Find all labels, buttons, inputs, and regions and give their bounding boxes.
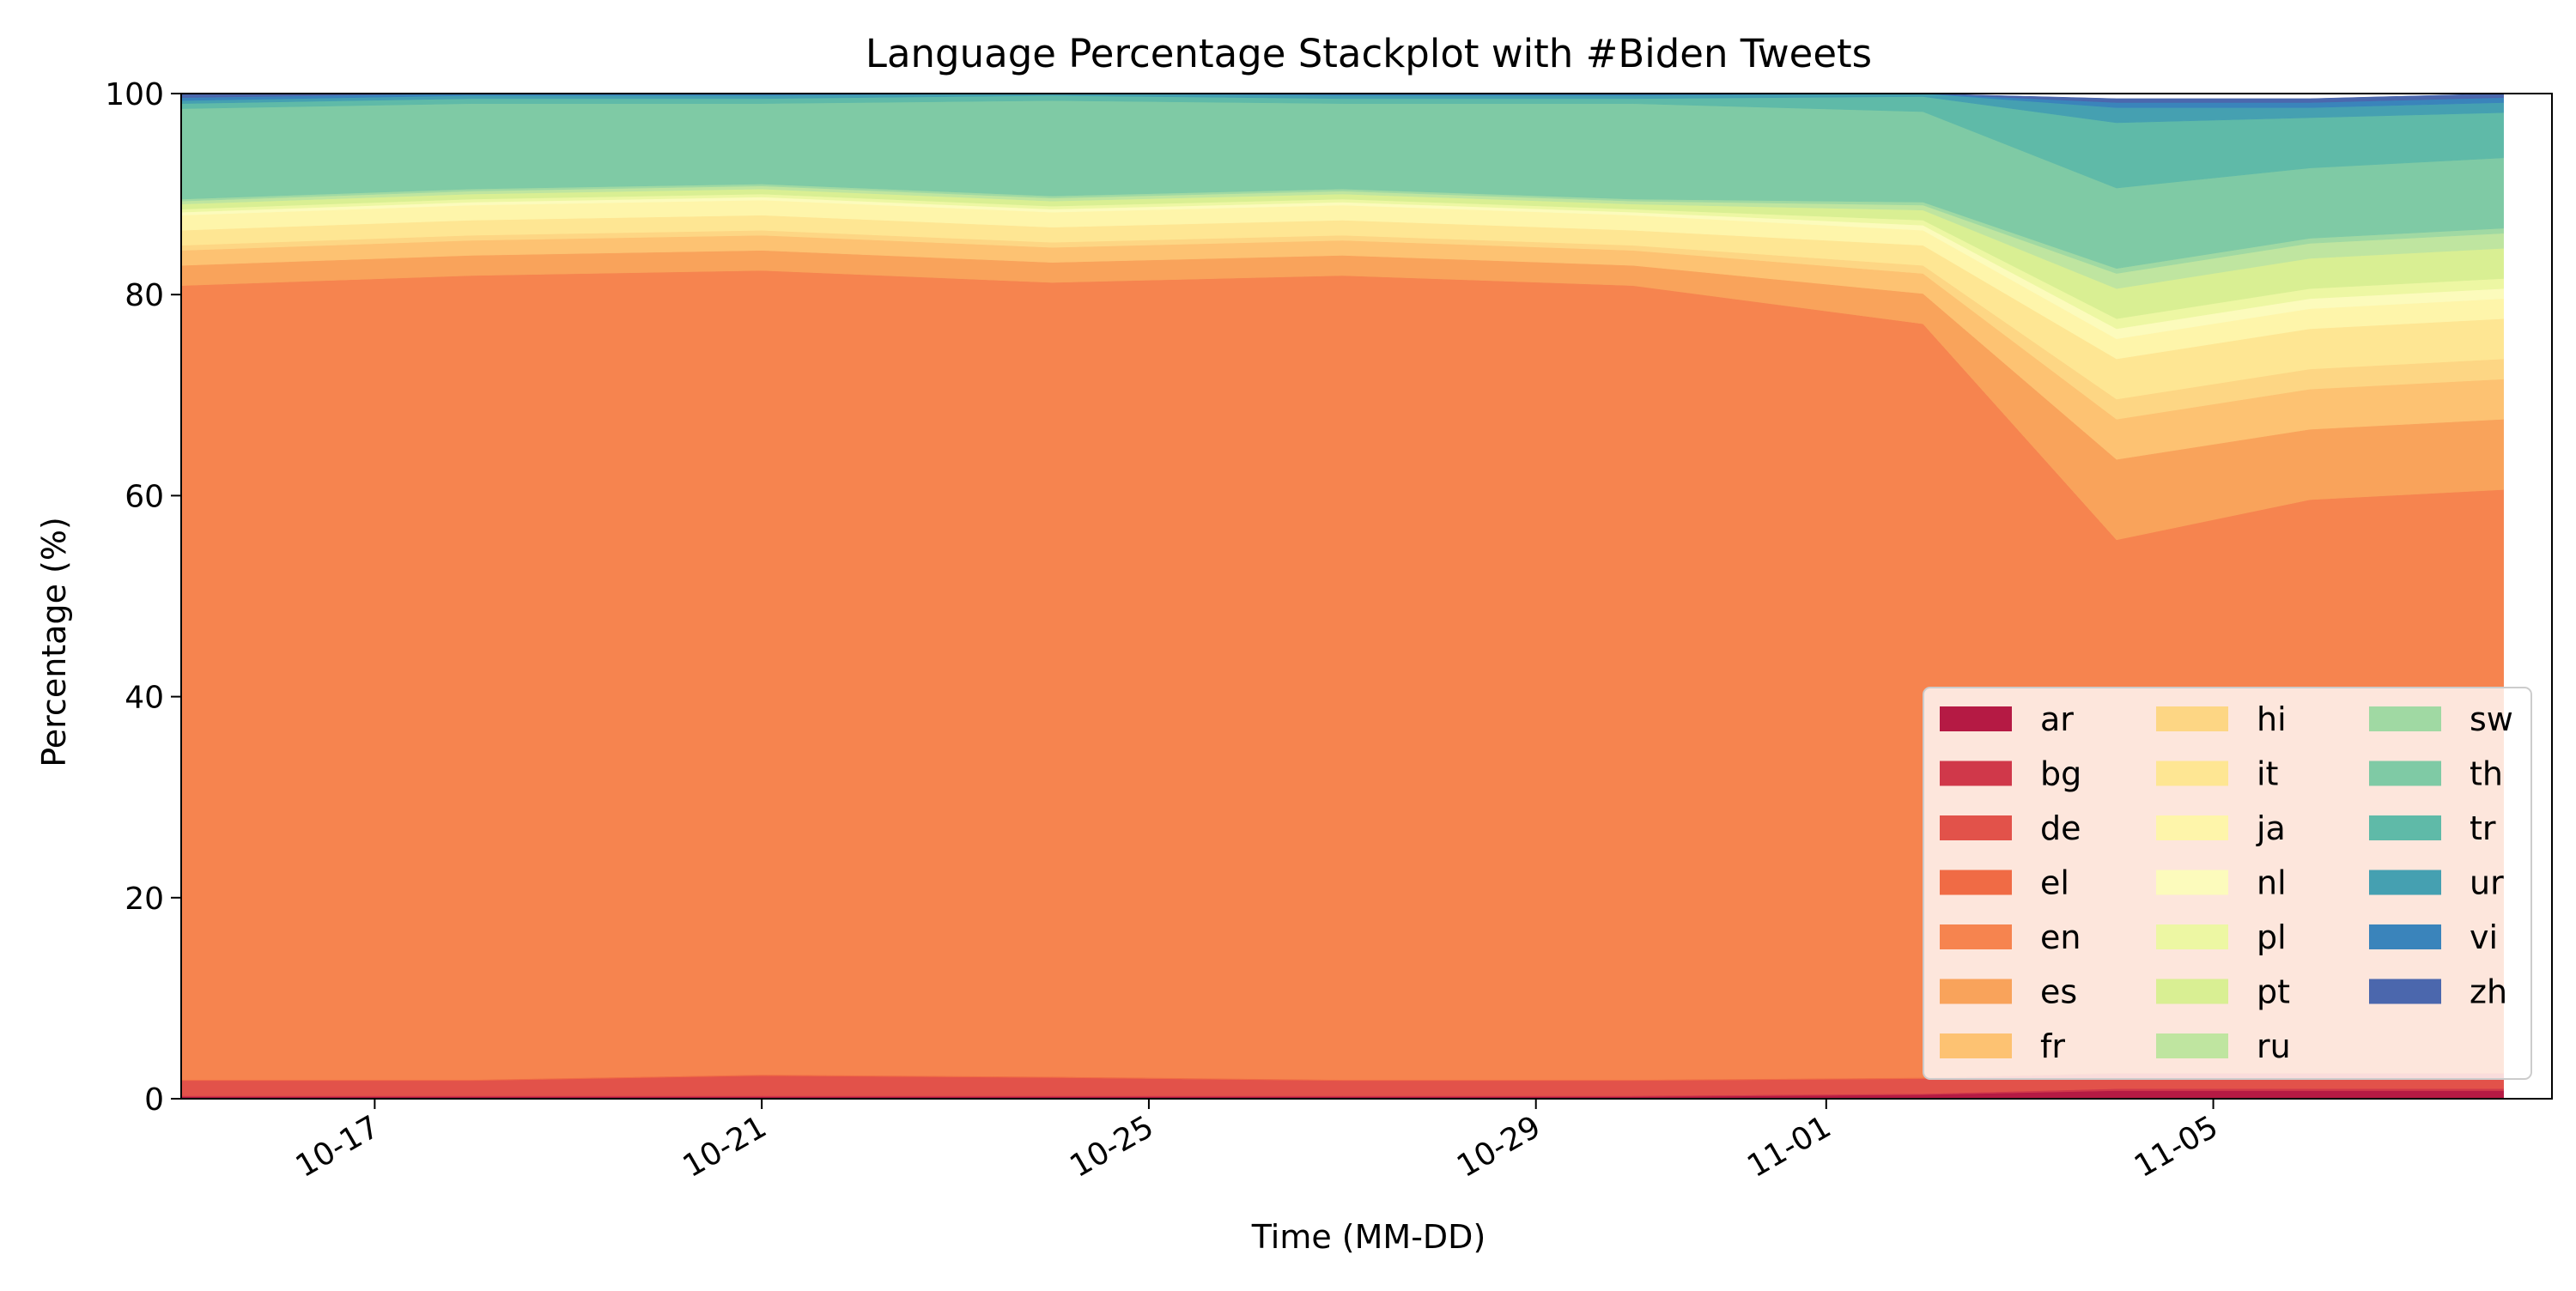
legend-swatch-vi [2369,924,2441,949]
chart-title: Language Percentage Stackplot with #Bide… [866,31,1872,76]
legend-swatch-ar [1940,706,2012,731]
y-tick-label: 100 [105,77,164,112]
legend-swatch-bg [1940,761,2012,786]
legend-label-hi: hi [2257,700,2287,738]
legend-swatch-nl [2156,870,2228,895]
legend-label-ru: ru [2257,1027,2291,1065]
x-tick-label: 10-21 [677,1109,773,1185]
legend-label-es: es [2040,973,2077,1011]
legend-swatch-pt [2156,979,2228,1004]
legend-swatch-sw [2369,706,2441,731]
legend-swatch-ja [2156,815,2228,840]
legend-swatch-pl [2156,924,2228,949]
x-tick-label: 10-25 [1064,1109,1159,1185]
legend-swatch-ur [2369,870,2441,895]
legend-label-ar: ar [2040,700,2074,738]
legend-label-fr: fr [2040,1027,2065,1065]
x-tick-label: 10-29 [1451,1109,1546,1185]
y-axis-label: Percentage (%) [35,517,73,767]
y-tick-label: 20 [125,882,164,917]
legend-label-bg: bg [2040,755,2081,793]
legend-swatch-hi [2156,706,2228,731]
legend-label-pl: pl [2257,918,2287,956]
y-tick-label: 80 [125,278,164,313]
y-axis: 0 20 40 60 80 100 [105,77,181,1118]
legend-swatch-it [2156,761,2228,786]
legend-label-el: el [2040,864,2069,902]
legend-swatch-th [2369,761,2441,786]
legend-label-vi: vi [2470,918,2498,956]
legend-swatch-es [1940,979,2012,1004]
legend: ar bg de el en es fr hi it ja nl pl pt ru sw th tr ur vi zh [1923,687,2532,1080]
legend-label-de: de [2040,809,2081,847]
legend-label-pt: pt [2257,973,2290,1011]
legend-swatch-el [1940,870,2012,895]
y-tick-label: 0 [144,1082,164,1118]
plot-frame [180,93,2553,1100]
legend-label-nl: nl [2257,864,2287,902]
legend-label-sw: sw [2470,700,2513,738]
legend-swatch-zh [2369,979,2441,1004]
legend-label-ja: ja [2256,809,2286,847]
legend-swatch-fr [1940,1033,2012,1058]
legend-label-zh: zh [2470,973,2507,1011]
legend-label-it: it [2257,755,2278,793]
legend-label-tr: tr [2470,809,2496,847]
x-tick-label: 11-05 [2129,1109,2224,1185]
legend-swatch-en [1940,924,2012,949]
y-tick-label: 60 [125,479,164,514]
legend-swatch-de [1940,815,2012,840]
y-tick-label: 40 [125,681,164,716]
x-axis-label: Time (MM-DD) [1251,1218,1486,1256]
x-axis: 10-17 10-21 10-25 10-29 11-01 11-05 [290,1099,2224,1185]
x-tick-label: 11-01 [1741,1109,1837,1185]
legend-label-en: en [2040,918,2081,956]
legend-label-th: th [2470,755,2503,793]
legend-label-ur: ur [2470,864,2504,902]
x-tick-label: 10-17 [290,1109,386,1185]
legend-swatch-tr [2369,815,2441,840]
legend-swatch-ru [2156,1033,2228,1058]
